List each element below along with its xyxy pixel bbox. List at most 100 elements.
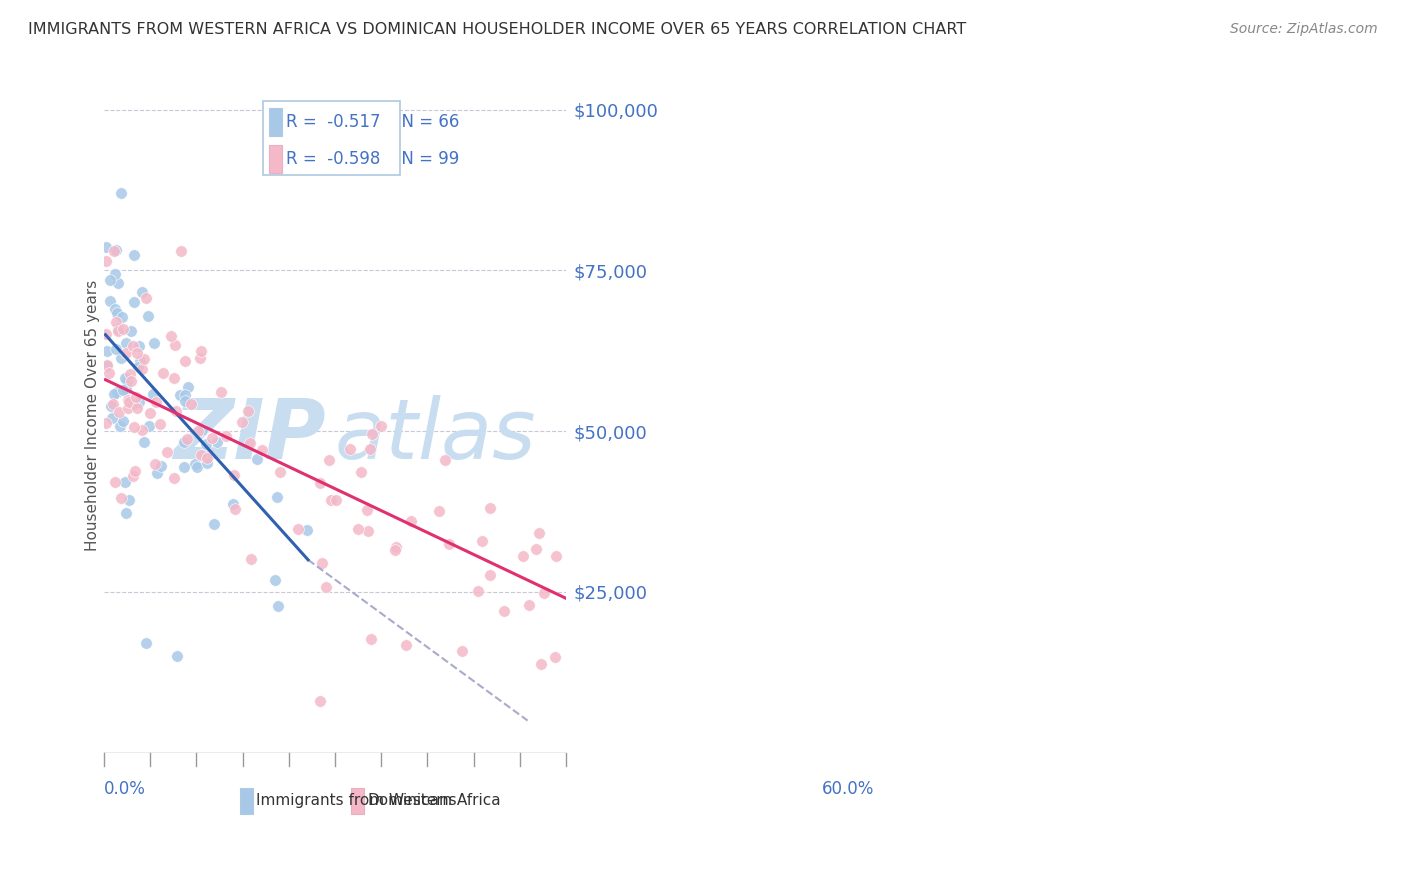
Point [105, 306, 128, 320]
Point [112, 383, 135, 397]
FancyBboxPatch shape [263, 101, 399, 176]
Point [250, 443, 273, 458]
Point [184, 457, 207, 471]
Point [177, 379, 200, 393]
Point [142, 387, 165, 401]
Point [100, 400, 122, 414]
Point [138, 418, 160, 433]
Point [325, 492, 347, 507]
Point [117, 401, 139, 415]
Point [174, 394, 197, 409]
Point [96, 359, 118, 373]
Point [98, 366, 121, 380]
Point [169, 388, 191, 402]
Point [467, 583, 489, 598]
Point [100, 411, 122, 425]
FancyBboxPatch shape [269, 145, 281, 173]
Point [224, 467, 246, 482]
Point [190, 344, 212, 359]
Point [104, 302, 127, 317]
Point [94, 253, 117, 268]
Point [118, 395, 141, 409]
Point [94, 239, 117, 253]
Point [98, 293, 121, 308]
Point [107, 277, 129, 291]
Point [204, 516, 226, 531]
Point [318, 453, 340, 467]
Point [117, 393, 139, 408]
Point [120, 375, 142, 389]
Point [131, 362, 153, 376]
Point [111, 310, 134, 324]
Point [138, 309, 160, 323]
Point [165, 338, 187, 352]
Point [437, 536, 460, 550]
Point [110, 186, 132, 201]
Point [246, 452, 269, 467]
Point [187, 424, 209, 438]
Point [492, 604, 515, 618]
Point [149, 417, 172, 431]
Point [96, 358, 118, 372]
Point [143, 335, 166, 350]
Point [544, 649, 567, 664]
Point [94, 416, 117, 430]
Point [170, 244, 193, 258]
Point [131, 423, 153, 437]
Point [125, 401, 148, 415]
Point [134, 434, 156, 449]
Point [163, 471, 186, 485]
Point [346, 522, 368, 536]
Point [479, 568, 502, 582]
Point [120, 324, 142, 338]
Point [124, 464, 146, 478]
Text: 60.0%: 60.0% [823, 780, 875, 797]
Point [190, 448, 212, 462]
Point [110, 491, 132, 505]
FancyBboxPatch shape [352, 788, 364, 814]
Point [104, 267, 127, 281]
Point [201, 431, 224, 445]
Point [427, 504, 450, 518]
Point [191, 423, 214, 437]
Point [94, 327, 117, 342]
Point [111, 322, 134, 336]
Point [105, 315, 128, 329]
Point [209, 384, 232, 399]
Point [163, 371, 186, 385]
Point [533, 586, 555, 600]
Point [122, 248, 145, 262]
Point [231, 415, 253, 429]
Point [115, 345, 138, 359]
Point [186, 459, 208, 474]
Point [287, 522, 309, 536]
Text: IMMIGRANTS FROM WESTERN AFRICA VS DOMINICAN HOUSEHOLDER INCOME OVER 65 YEARS COR: IMMIGRANTS FROM WESTERN AFRICA VS DOMINI… [28, 22, 966, 37]
Point [156, 444, 179, 458]
Point [214, 428, 236, 442]
Text: atlas: atlas [335, 395, 537, 475]
Point [131, 285, 153, 299]
Point [149, 459, 172, 474]
Point [399, 514, 422, 528]
Point [195, 456, 218, 470]
Point [361, 427, 384, 442]
Point [239, 436, 262, 450]
Point [111, 414, 134, 428]
Point [395, 639, 418, 653]
Point [129, 354, 152, 368]
Point [166, 649, 188, 664]
Point [118, 367, 141, 381]
Point [122, 420, 145, 434]
Point [108, 419, 131, 434]
Point [450, 644, 472, 658]
Point [96, 344, 118, 359]
Point [384, 541, 406, 555]
Point [114, 475, 136, 489]
Point [122, 397, 145, 411]
Point [357, 524, 380, 539]
Point [530, 657, 553, 671]
Point [224, 502, 246, 516]
Point [517, 599, 540, 613]
Point [433, 453, 456, 467]
Point [295, 523, 318, 537]
